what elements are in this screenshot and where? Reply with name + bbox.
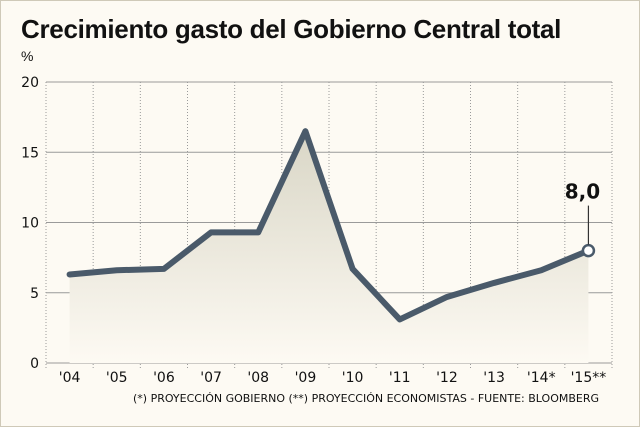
x-tick-label: '10: [342, 370, 364, 386]
x-tick-label: '12: [436, 370, 458, 386]
y-tick-label: 20: [21, 75, 39, 91]
x-tick-label: '07: [200, 370, 222, 386]
x-tick-label: '06: [153, 370, 175, 386]
area-fill: [69, 131, 589, 363]
x-tick-label: '13: [483, 370, 505, 386]
y-tick-label: 15: [21, 145, 39, 161]
x-tick-label: '05: [106, 370, 128, 386]
x-tick-label: '08: [247, 370, 269, 386]
y-tick-label: 10: [21, 216, 39, 232]
y-tick-label: 0: [30, 356, 39, 372]
x-tick-label: '14*: [527, 370, 556, 386]
x-tick-label: '15**: [571, 370, 607, 386]
y-axis-unit-label: %: [21, 48, 34, 64]
footnote-source: (*) PROYECCIÓN GOBIERNO (**) PROYECCIÓN …: [133, 392, 600, 405]
x-tick-label: '04: [59, 370, 81, 386]
x-tick-label: '11: [389, 370, 411, 386]
x-tick-label: '09: [295, 370, 317, 386]
chart-title: Crecimiento gasto del Gobierno Central t…: [21, 14, 562, 44]
callout-label: 8,0: [565, 180, 600, 204]
highlighted-point: [581, 243, 596, 258]
y-tick-label: 5: [30, 286, 39, 302]
series-line: [66, 128, 592, 323]
